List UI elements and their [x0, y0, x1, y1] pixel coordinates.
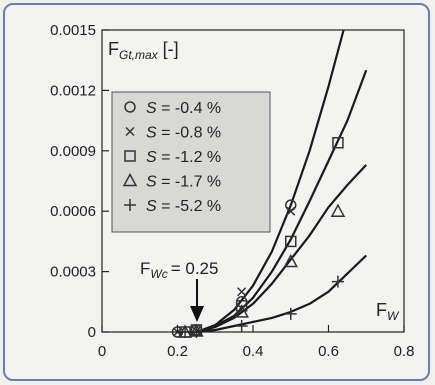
data-point: [283, 253, 299, 268]
data-point: [330, 203, 346, 217]
legend-marker: [124, 199, 136, 211]
x-tick-label: 0: [98, 343, 106, 360]
y-tick-label: 0.0006: [50, 203, 96, 220]
y-axis-label: FGt,max [-]: [108, 39, 179, 62]
y-tick-label: 0: [88, 324, 96, 341]
data-point: [284, 307, 297, 320]
legend-entry: S = -5.2 %: [146, 198, 221, 215]
legend-marker: [122, 172, 138, 187]
x-tick-label: 0.4: [243, 343, 264, 360]
x-tick-label: 0.6: [318, 343, 339, 360]
x-tick-label: 0.2: [167, 343, 188, 360]
y-tick-label: 0.0015: [50, 22, 96, 39]
legend-entry: S = -1.7 %: [146, 174, 221, 191]
y-tick-label: 0.0009: [50, 143, 96, 160]
series-curve: [196, 69, 368, 334]
legend: [111, 91, 271, 233]
legend-marker: [124, 101, 136, 113]
legend-entry: S = -1.2 %: [146, 149, 221, 166]
data-point: [235, 300, 248, 312]
data-point: [332, 136, 344, 149]
data-point: [234, 304, 249, 318]
series-curve: [196, 164, 368, 334]
x-tick-label: 0.8: [394, 343, 415, 360]
legend-entry: S = -0.4 %: [146, 100, 221, 117]
data-point: [237, 287, 247, 297]
legend-marker: [125, 126, 135, 137]
annotation-arrow: [190, 279, 204, 322]
legend-entry: S = -0.8 %: [146, 125, 221, 142]
y-tick-label: 0.0003: [50, 264, 96, 281]
data-point: [285, 235, 297, 248]
series-curve: [196, 29, 345, 334]
annotation-label: FWc = 0.25: [140, 259, 218, 281]
data-point: [286, 206, 296, 216]
legend-marker: [124, 150, 136, 162]
x-axis-label: FW: [376, 300, 400, 323]
data-point: [331, 275, 344, 288]
y-tick-label: 0.0012: [50, 82, 96, 99]
data-point: [235, 319, 248, 332]
